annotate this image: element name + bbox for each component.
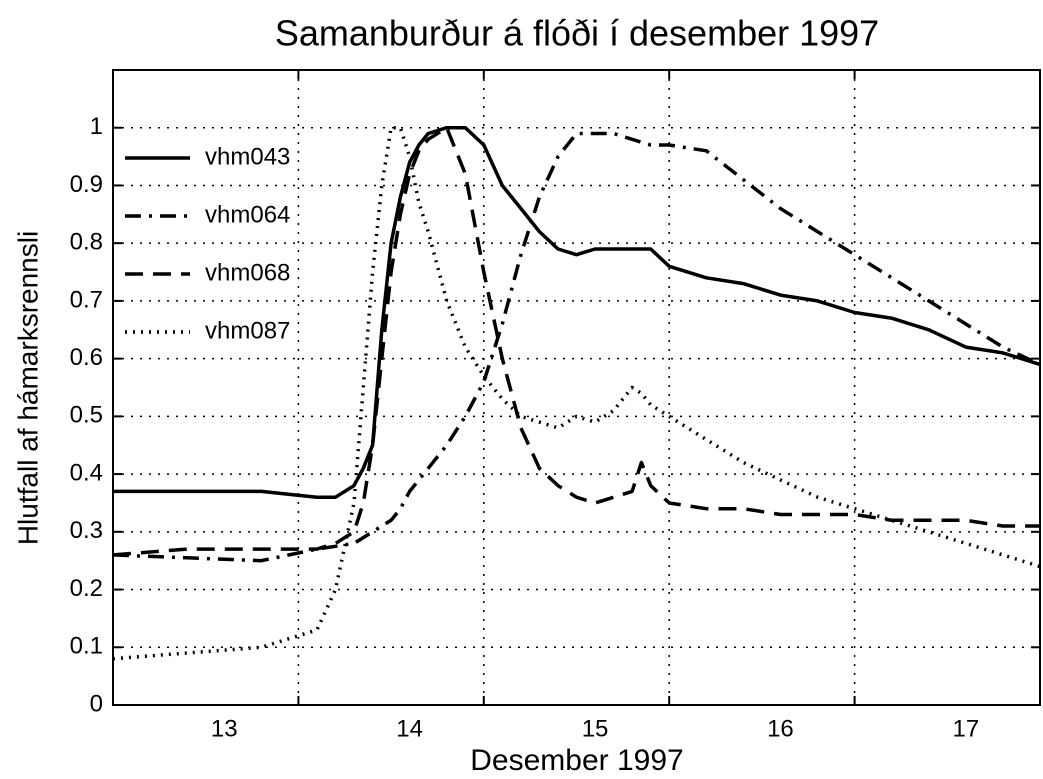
x-tick-label: 13	[211, 715, 238, 742]
y-tick-label: 0.2	[70, 575, 103, 602]
chart-title: Samanburður á flóði í desember 1997	[275, 13, 879, 54]
y-tick-label: 0.6	[70, 344, 103, 371]
y-tick-label: 0.1	[70, 633, 103, 660]
y-tick-label: 1	[90, 113, 103, 140]
legend-label: vhm043	[205, 143, 290, 170]
x-tick-label: 17	[952, 715, 979, 742]
y-tick-label: 0.4	[70, 459, 103, 486]
y-tick-label: 0.9	[70, 171, 103, 198]
series-line	[113, 125, 1041, 499]
series-line	[112, 131, 1041, 563]
y-tick-label: 0	[90, 690, 103, 717]
y-tick-label: 0.8	[70, 229, 103, 256]
y-tick-label: 0.5	[70, 402, 103, 429]
x-tick-label: 15	[582, 715, 609, 742]
x-tick-label: 16	[767, 715, 794, 742]
x-axis-label: Desember 1997	[470, 744, 683, 777]
x-tick-label: 14	[396, 715, 423, 742]
y-axis-label: Hlutfall af hámarksrennsli	[12, 231, 43, 545]
legend-label: vhm087	[205, 317, 290, 344]
series-line	[112, 125, 1040, 557]
y-tick-label: 0.3	[70, 517, 103, 544]
legend-label: vhm064	[205, 201, 290, 228]
legend-label: vhm068	[205, 259, 290, 286]
plot-frame	[112, 69, 1041, 706]
y-tick-label: 0.7	[70, 286, 103, 313]
